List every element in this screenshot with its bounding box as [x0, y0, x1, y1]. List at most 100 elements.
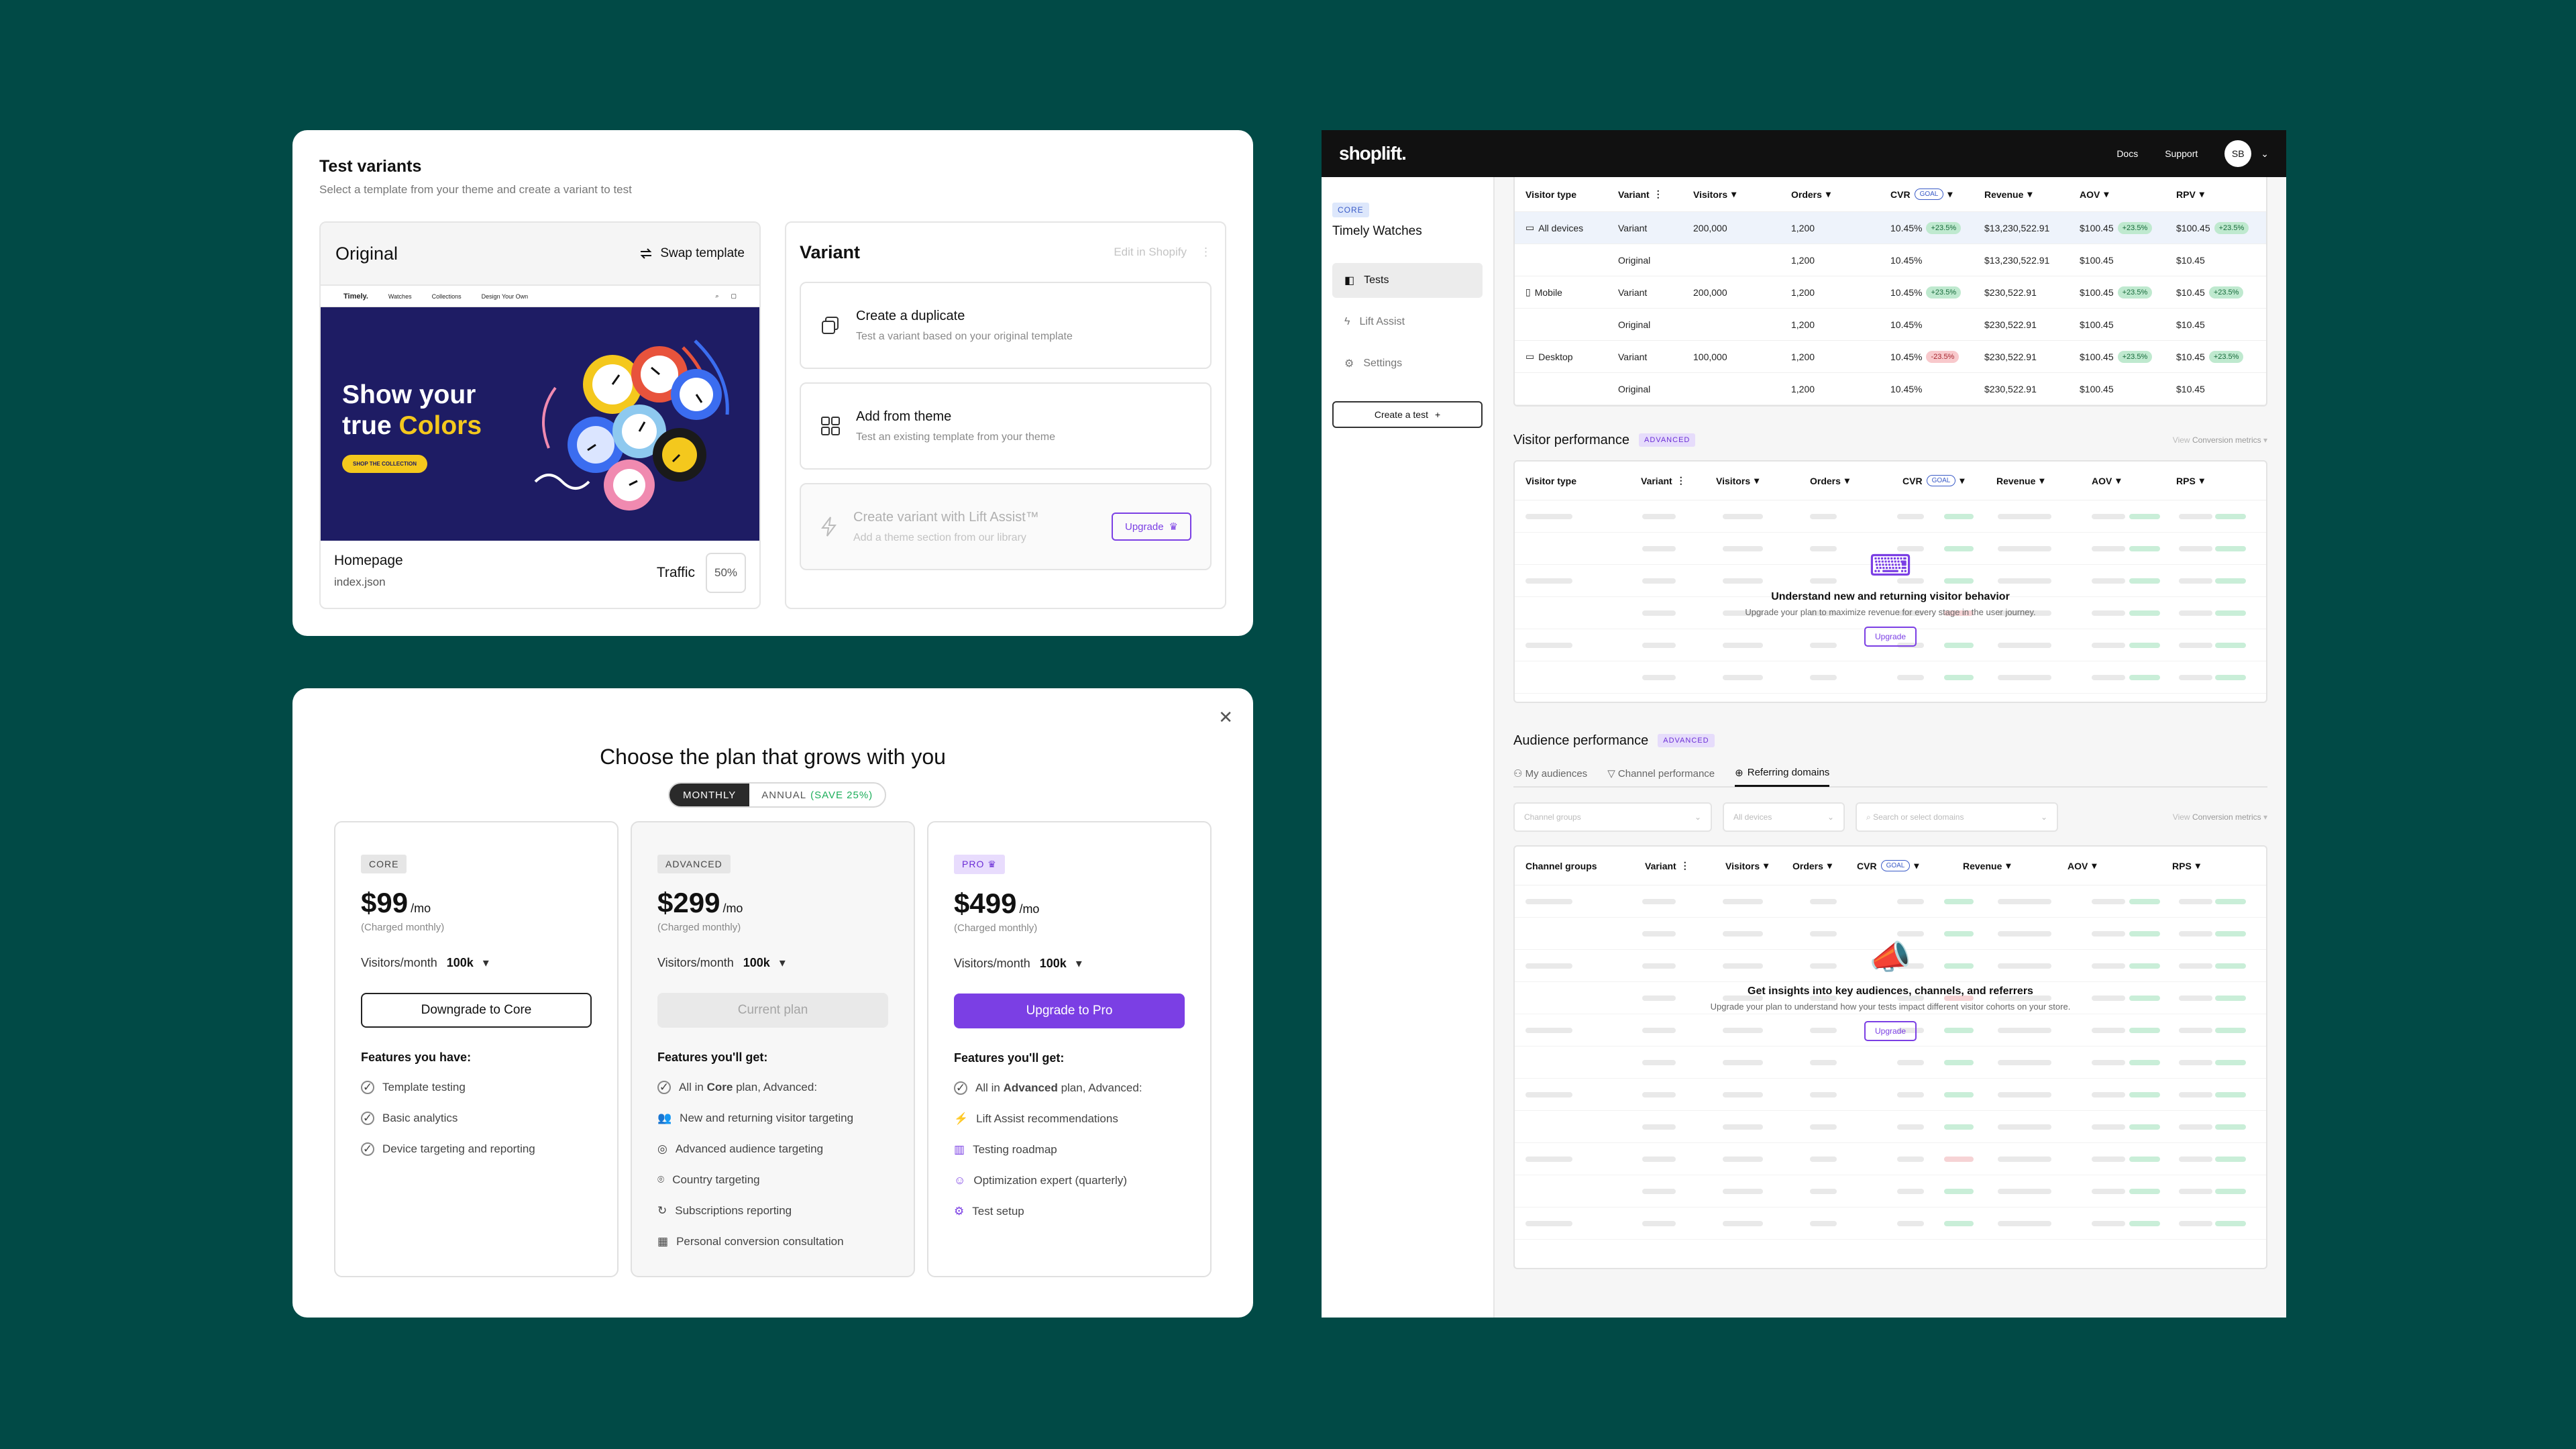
delta-badge: +23.5% [1926, 286, 1962, 299]
roadmap-icon: ▥ [954, 1143, 965, 1156]
feature-item: ✓ All in Core plan, Advanced: [657, 1079, 888, 1095]
plan-badge: PRO ♛ [954, 855, 1005, 874]
table-cell: Original [1618, 319, 1651, 330]
billing-toggle: MONTHLY ANNUAL (SAVE 25%) [668, 782, 887, 808]
traffic-input[interactable]: 50% [706, 553, 746, 593]
advanced-badge: ADVANCED [1639, 433, 1696, 447]
audience-performance-table: Channel groups Variant ⋮ Visitors ▾ Orders… [1513, 845, 2267, 1269]
tab-my-audiences[interactable]: ⚇ My audiences [1513, 768, 1588, 780]
sidebar-item-settings[interactable]: ⚙ Settings [1344, 358, 1403, 370]
docs-link[interactable]: Docs [2116, 148, 2139, 159]
table-cell: 10.45% [1890, 254, 1923, 266]
feature-item: ⌾ Country targeting [657, 1173, 760, 1186]
table-cell: Variant [1618, 351, 1648, 362]
close-icon[interactable]: ✕ [1218, 707, 1233, 727]
blurred-row [1515, 982, 2266, 1014]
preview-hero: Show your true Colors SHOP THE COLLECTIO… [321, 307, 759, 541]
view-metrics-select[interactable]: View Conversion metrics ▾ [2172, 435, 2267, 445]
plus-icon: + [1434, 409, 1441, 420]
feature-item: ✓ All in Advanced plan, Advanced: [954, 1080, 1185, 1096]
tab-channel-performance[interactable]: ▽ Channel performance [1607, 768, 1715, 780]
channel-groups-select[interactable]: Channel groups ⌄ [1513, 802, 1712, 832]
feature-item: ☺ Optimization expert (quarterly) [954, 1174, 1127, 1187]
blurred-row [1515, 1014, 2266, 1046]
table-cell: 10.45% [1890, 319, 1923, 330]
lightning-icon [820, 516, 839, 537]
table-cell: $10.45 [2176, 254, 2205, 266]
blurred-row [1515, 597, 2266, 629]
main-content: Visitor type Variant ⋮ Visitors ▾ Orders ▾ … [1495, 177, 2286, 1318]
gear-icon: ⚙ [1344, 358, 1354, 370]
variant-panel: Variant Edit in Shopify ⋮ Create a dupli… [785, 221, 1226, 609]
upgrade-to-pro-button[interactable]: Upgrade to Pro [954, 994, 1185, 1028]
swap-icon [639, 246, 653, 261]
annual-toggle[interactable]: ANNUAL (SAVE 25%) [761, 789, 873, 801]
plans-title: Choose the plan that grows with you [600, 745, 946, 769]
more-options-icon[interactable]: ⋮ [1200, 246, 1212, 258]
preview-headline: Show your true Colors [342, 380, 482, 440]
plan-badge: CORE [361, 855, 407, 873]
lightning-icon: ϟ [1344, 316, 1350, 327]
table-cell: $10.45 [2176, 319, 2205, 330]
traffic-control: Traffic 50% [657, 553, 746, 593]
blurred-row [1515, 1143, 2266, 1175]
feature-item: 👥 New and returning visitor targeting [657, 1112, 854, 1124]
desktop-icon: ▭ [1525, 222, 1535, 233]
table-cell: Variant [1618, 222, 1648, 233]
swap-template-button[interactable]: Swap template [639, 246, 745, 261]
delta-badge: +23.5% [2117, 221, 2153, 234]
table-cell: 1,200 [1791, 286, 1815, 298]
visitors-select[interactable]: Visitors/month 100k ▾ [954, 957, 1082, 970]
table-row: Original 1,200 10.45% $230,522.91 $100.45 $10… [1515, 373, 2266, 405]
visitors-select[interactable]: Visitors/month 100k ▾ [657, 956, 786, 969]
create-test-button[interactable]: Create a test + [1332, 401, 1483, 428]
sidebar-item-lift-assist[interactable]: ϟ Lift Assist [1344, 316, 1405, 327]
table-row: ▭ Desktop Variant 100,000 1,200 10.45% -23.5% $… [1515, 341, 2266, 373]
table-row: Original 1,200 10.45% $230,522.91 $100.45 $10… [1515, 309, 2266, 341]
feature-item: ✓ Basic analytics [361, 1110, 592, 1126]
monthly-toggle[interactable]: MONTHLY [669, 784, 750, 806]
add-from-theme-option[interactable]: Add from theme Test an existing template… [800, 382, 1212, 470]
target-icon: ◎ [657, 1142, 667, 1155]
support-link[interactable]: Support [2165, 148, 2198, 159]
account-menu[interactable]: SB ⌄ [2224, 140, 2269, 167]
downgrade-to-core-button[interactable]: Downgrade to Core [361, 993, 592, 1028]
tab-referring-domains[interactable]: ⊕ Referring domains [1735, 760, 1830, 787]
blurred-row [1515, 885, 2266, 918]
view-metrics-select[interactable]: View Conversion metrics ▾ [2172, 812, 2267, 822]
audience-tabs: ⚇ My audiences ▽ Channel performance ⊕ R… [1513, 761, 2267, 788]
audience-upgrade-button[interactable]: Upgrade [1864, 1021, 1917, 1041]
visitors-select[interactable]: Visitors/month 100k ▾ [361, 956, 489, 969]
feature-item: ◎ Advanced audience targeting [657, 1142, 824, 1155]
blurred-row [1515, 1046, 2266, 1079]
features-heading: Features you'll get: [657, 1051, 768, 1064]
refresh-icon: ↻ [657, 1204, 667, 1217]
caret-down-icon: ▾ [1075, 957, 1082, 970]
blurred-row [1515, 950, 2266, 982]
delta-badge: +23.5% [1926, 221, 1962, 234]
add-from-theme-desc: Test an existing template from your them… [856, 431, 1056, 443]
create-duplicate-option[interactable]: Create a duplicate Test a variant based … [800, 282, 1212, 369]
table-cell: ▯ Mobile [1525, 286, 1562, 298]
avatar: SB [2224, 140, 2252, 167]
flask-icon: ◧ [1344, 275, 1355, 286]
blurred-row [1515, 1079, 2266, 1111]
plan-charged: (Charged monthly) [361, 922, 445, 933]
preview-logo: Timely. [343, 292, 368, 301]
domain-search-input[interactable]: ⌕ Search or select domains ⌄ [1856, 802, 2058, 832]
lift-assist-upgrade-button[interactable]: Upgrade ♛ [1112, 513, 1191, 541]
audience-performance-header: Audience performance ADVANCED [1513, 720, 2267, 761]
feature-item: ⚡ Lift Assist recommendations [954, 1112, 1118, 1125]
blurred-row [1515, 1175, 2266, 1208]
table-cell: Original [1618, 383, 1651, 394]
current-plan-button: Current plan [657, 993, 888, 1028]
watches-illustration [534, 339, 729, 511]
edit-in-shopify-link[interactable]: Edit in Shopify [1114, 246, 1187, 258]
visitor-performance-header: Visitor performance ADVANCED View Conver… [1513, 420, 2267, 460]
top-bar: shoplift. Docs Support SB ⌄ [1322, 130, 2286, 177]
table-cell: $10.45 +23.5% [2176, 286, 2244, 299]
sidebar-item-tests[interactable]: ◧ Tests [1332, 263, 1483, 298]
devices-select[interactable]: All devices ⌄ [1723, 802, 1845, 832]
table-cell: Variant [1618, 286, 1648, 298]
visitor-upgrade-button[interactable]: Upgrade [1864, 627, 1917, 647]
